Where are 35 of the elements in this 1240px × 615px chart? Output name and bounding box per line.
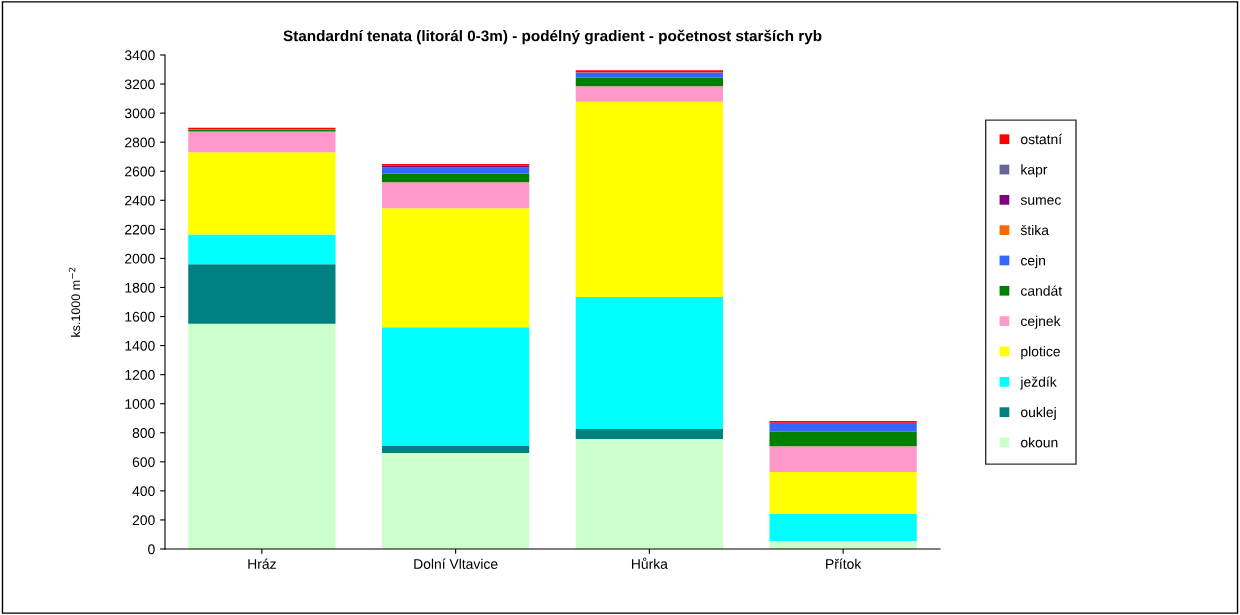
legend-label: okoun: [1021, 437, 1058, 448]
y-tick-label: 1600: [125, 311, 155, 322]
legend-label: cejn: [1021, 255, 1045, 269]
legend-label: kapr: [1021, 164, 1048, 178]
y-tick-label: 1200: [125, 369, 155, 380]
legend-label: štika: [1020, 224, 1049, 236]
y-tick-label: 2200: [125, 224, 155, 235]
legend-label: cejnek: [1021, 315, 1061, 329]
y-tick-label: 0: [148, 544, 155, 555]
y-tick-label: 3400: [124, 50, 155, 61]
legend-label: candát: [1021, 285, 1063, 296]
x-tick-label: Hůrka: [631, 557, 668, 569]
y-tick-label: 2600: [125, 166, 155, 177]
legend-label: plotice: [1021, 346, 1060, 360]
x-tick-label: Dolní Vltavice: [414, 558, 498, 569]
legend-label: ostatní: [1021, 133, 1063, 145]
y-tick-label: 3000: [124, 108, 155, 119]
x-tick-label: Hráz: [248, 558, 276, 569]
legend-label: ouklej: [1021, 406, 1056, 420]
legend-label: sumec: [1020, 197, 1061, 205]
y-tick-label: 400: [132, 486, 155, 497]
y-tick-label: 1800: [125, 282, 155, 293]
y-tick-label: 800: [132, 428, 155, 438]
x-tick-label: Přítok: [826, 558, 862, 569]
y-tick-label: 2800: [125, 137, 155, 148]
legend-label: ježdík: [1020, 376, 1057, 390]
y-tick-label: 1000: [125, 399, 155, 409]
y-tick-label: 2400: [125, 195, 155, 206]
y-tick-label: 3200: [124, 79, 155, 90]
chart-title: Standardní tenata (litorál 0-3m) - podélný gradient - početnost starších ryb: [283, 29, 822, 45]
y-tick-label: 200: [132, 515, 155, 526]
y-tick-label: 2000: [125, 253, 155, 264]
y-axis-title: ks.1000 m$^{−2}$: [68, 267, 81, 337]
y-tick-label: 1400: [125, 340, 155, 351]
y-tick-label: 600: [132, 457, 155, 467]
